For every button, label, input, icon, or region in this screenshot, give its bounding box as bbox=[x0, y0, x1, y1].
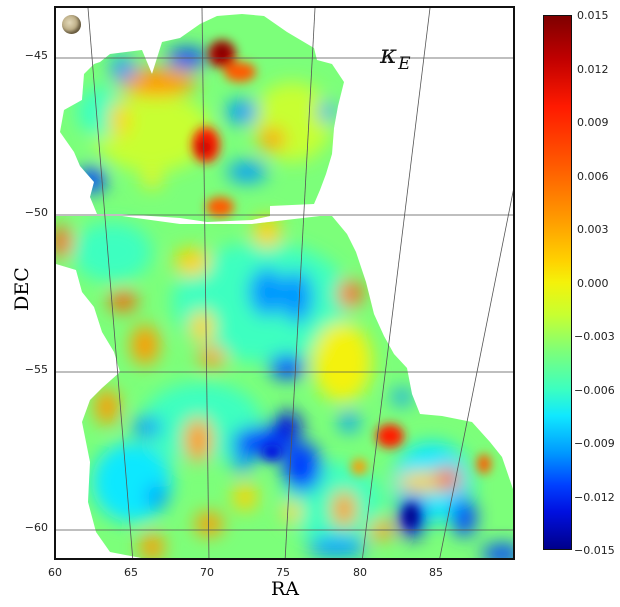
x-tick: 75 bbox=[276, 566, 290, 579]
colorbar-tick: 0.012 bbox=[577, 63, 609, 76]
x-axis-label: RA bbox=[270, 578, 300, 600]
colorbar-tick: 0.015 bbox=[577, 9, 609, 22]
x-tick: 70 bbox=[200, 566, 214, 579]
colorbar-tick: 0.009 bbox=[577, 116, 609, 129]
colorbar-tick: −0.015 bbox=[574, 544, 615, 557]
colorbar-tick: −0.006 bbox=[574, 384, 615, 397]
y-axis-label: DEC bbox=[11, 267, 33, 311]
colorbar bbox=[543, 15, 572, 550]
plot-area bbox=[54, 6, 515, 560]
moon-icon bbox=[62, 15, 81, 34]
x-tick: 80 bbox=[353, 566, 367, 579]
kappa-e-label: κE bbox=[380, 40, 411, 74]
colorbar-tick: −0.003 bbox=[574, 330, 615, 343]
grid-lines bbox=[56, 8, 513, 558]
colorbar-tick: −0.009 bbox=[574, 437, 615, 450]
kappa-e-map bbox=[56, 8, 513, 558]
y-tick: −60 bbox=[24, 521, 48, 534]
colorbar-tick: 0.000 bbox=[577, 277, 609, 290]
colorbar-tick: −0.012 bbox=[574, 491, 615, 504]
y-tick: −45 bbox=[24, 49, 48, 62]
x-tick: 85 bbox=[429, 566, 443, 579]
colorbar-tick: 0.003 bbox=[577, 223, 609, 236]
y-tick: −55 bbox=[24, 363, 48, 376]
colorbar-tick: 0.006 bbox=[577, 170, 609, 183]
y-tick: −50 bbox=[24, 206, 48, 219]
x-tick: 65 bbox=[124, 566, 138, 579]
x-tick: 60 bbox=[48, 566, 62, 579]
